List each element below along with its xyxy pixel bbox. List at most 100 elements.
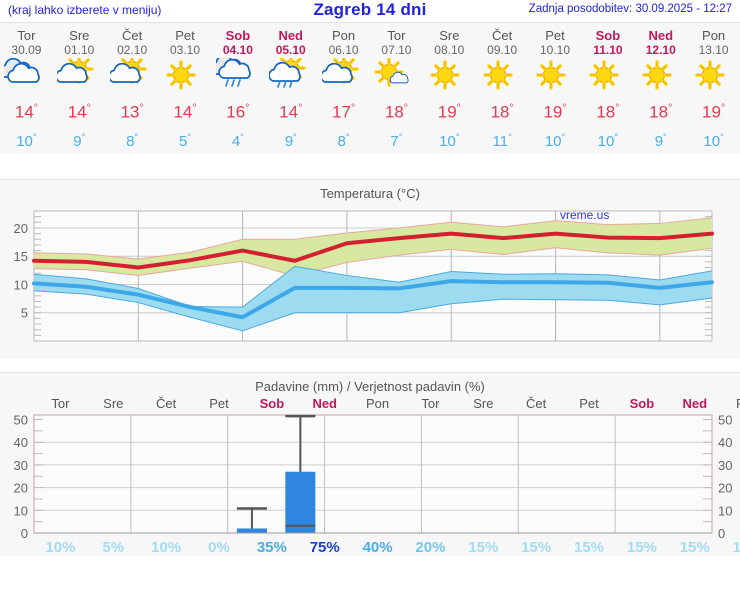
svg-text:0: 0 bbox=[21, 526, 28, 541]
day-date: 12.10 bbox=[645, 43, 676, 57]
header-divider bbox=[0, 22, 740, 23]
max-temperature: 17° bbox=[332, 102, 356, 122]
min-temperature: 10° bbox=[439, 131, 460, 150]
precipitation-day-label: Tor bbox=[51, 395, 70, 411]
svg-text:10: 10 bbox=[14, 277, 28, 292]
menu-hint-text: (kraj lahko izberete v meniju) bbox=[8, 3, 162, 17]
precipitation-probability: 15% bbox=[574, 538, 605, 556]
svg-text:30: 30 bbox=[718, 458, 732, 473]
day-column[interactable]: Sre 08.10 19° 10° bbox=[423, 23, 476, 153]
min-temperature: 10° bbox=[16, 131, 37, 150]
precipitation-probability: 15% bbox=[679, 538, 710, 556]
sunny-icon bbox=[476, 57, 529, 95]
min-temperature: 10° bbox=[597, 131, 619, 150]
day-date: 05.10 bbox=[275, 43, 306, 57]
partly-sunny-icon bbox=[53, 57, 106, 95]
precipitation-day-label: Sre bbox=[473, 395, 494, 411]
svg-text:20: 20 bbox=[14, 480, 28, 495]
day-column[interactable]: Tor 30.09 14° 10° bbox=[0, 23, 53, 153]
day-name: Čet bbox=[122, 28, 143, 43]
precipitation-probability: 35% bbox=[256, 538, 287, 556]
sunny-icon bbox=[529, 57, 582, 95]
day-column[interactable]: Sob 11.10 18° 10° bbox=[581, 23, 634, 153]
temperature-chart-panel: Temperatura (°C) 5 10 15 20 vreme.us bbox=[0, 179, 740, 358]
svg-text:10: 10 bbox=[14, 503, 28, 518]
precipitation-svg: 0 0 10 10 20 20 30 30 40 40 50 50 bbox=[0, 410, 740, 556]
precipitation-day-label: Ned bbox=[682, 395, 708, 411]
svg-text:20: 20 bbox=[718, 480, 732, 495]
precipitation-probability: 0% bbox=[208, 538, 230, 556]
precipitation-day-label: Čet bbox=[526, 395, 547, 411]
day-date: 07.10 bbox=[381, 43, 412, 57]
day-column[interactable]: Tor 07.10 18° 7° bbox=[370, 23, 423, 153]
day-date: 01.10 bbox=[64, 43, 95, 57]
day-name: Tor bbox=[17, 28, 36, 43]
day-column[interactable]: Ned 12.10 18° 9° bbox=[634, 23, 687, 153]
temperature-svg: 5 10 15 20 bbox=[0, 202, 740, 358]
max-temperature: 14° bbox=[67, 102, 91, 122]
temperature-chart-title: Temperatura (°C) bbox=[320, 185, 420, 201]
daily-forecast-strip: Tor 30.09 14° 10° Sre 01.10 14° 9° Čet 02.10 13° 8°… bbox=[0, 23, 740, 153]
section-gap-2 bbox=[0, 357, 740, 372]
day-column[interactable]: Pet 03.10 14° 5° bbox=[159, 23, 212, 153]
day-column[interactable]: Čet 09.10 18° 11° bbox=[476, 23, 529, 153]
max-temperature: 14° bbox=[173, 102, 197, 122]
day-columns: Tor 30.09 14° 10° Sre 01.10 14° 9° Čet 02.10 13° 8°… bbox=[0, 23, 740, 153]
day-column[interactable]: Pet 10.10 19° 10° bbox=[529, 23, 582, 153]
day-date: 30.09 bbox=[11, 43, 42, 57]
svg-text:50: 50 bbox=[14, 412, 28, 427]
svg-text:20: 20 bbox=[14, 221, 28, 236]
cloudy-icon bbox=[0, 57, 53, 95]
day-column[interactable]: Ned 05.10 14° 9° bbox=[264, 23, 317, 153]
day-date: 09.10 bbox=[487, 43, 518, 57]
rain-icon bbox=[211, 57, 264, 95]
svg-text:10: 10 bbox=[718, 503, 732, 518]
precipitation-day-label: Ned bbox=[312, 395, 337, 411]
day-date: 13.10 bbox=[698, 43, 729, 57]
day-name: Sre bbox=[439, 28, 460, 43]
day-name: Pon bbox=[702, 28, 726, 43]
precipitation-day-label: Pon bbox=[721, 396, 740, 411]
precipitation-day-labels: Tor Sre Čet Pet Sob Ned Pon Tor Sre Čet Pet Sob Ned P… bbox=[0, 396, 740, 411]
partly-sunny-icon bbox=[106, 57, 159, 95]
day-name: Čet bbox=[492, 28, 513, 43]
sun-rain-icon bbox=[264, 57, 317, 95]
day-column[interactable]: Pon 06.10 17° 8° bbox=[317, 23, 370, 153]
precipitation-day-label: Sre bbox=[103, 395, 124, 411]
day-column[interactable]: Sre 01.10 14° 9° bbox=[53, 23, 106, 153]
sun-small-cloud-icon bbox=[370, 57, 423, 95]
day-column[interactable]: Pon 13.10 19° 10° bbox=[687, 23, 740, 153]
precipitation-probability: 15% bbox=[626, 538, 657, 556]
max-temperature: 14° bbox=[14, 102, 38, 122]
precipitation-probability: 10% bbox=[151, 538, 182, 556]
max-temperature: 16° bbox=[226, 102, 250, 122]
precipitation-chart-title: Padavine (mm) / Verjetnost padavin (%) bbox=[255, 378, 485, 394]
sunny-icon bbox=[159, 57, 212, 95]
svg-text:5: 5 bbox=[21, 305, 28, 320]
temperature-section-divider bbox=[0, 178, 740, 180]
precipitation-probability: 15% bbox=[521, 538, 552, 556]
svg-text:15: 15 bbox=[14, 249, 28, 264]
precipitation-day-label: Pon bbox=[366, 395, 390, 411]
max-temperature: 13° bbox=[120, 102, 144, 122]
day-column[interactable]: Sob 04.10 16° 4° bbox=[211, 23, 264, 153]
precipitation-probability: 40% bbox=[362, 538, 393, 556]
svg-text:50: 50 bbox=[718, 412, 732, 427]
precipitation-day-label: Čet bbox=[156, 395, 177, 411]
min-temperature: 5° bbox=[178, 131, 192, 150]
min-temperature: 9° bbox=[284, 131, 297, 150]
precipitation-plot: 0 0 10 10 20 20 30 30 40 40 50 50 10% 5% 10% 0% 35% 75% 4… bbox=[0, 410, 740, 556]
day-date: 06.10 bbox=[328, 43, 359, 57]
day-name: Tor bbox=[387, 28, 406, 43]
svg-text:30: 30 bbox=[14, 458, 28, 473]
day-column[interactable]: Čet 02.10 13° 8° bbox=[106, 23, 159, 153]
sunny-icon bbox=[581, 57, 634, 95]
max-temperature: 18° bbox=[490, 102, 514, 122]
day-date: 04.10 bbox=[222, 43, 253, 57]
precipitation-day-label: Sob bbox=[629, 395, 655, 411]
day-name: Pet bbox=[175, 28, 195, 43]
sunny-icon bbox=[423, 57, 476, 95]
day-name: Ned bbox=[648, 28, 674, 43]
sunny-icon bbox=[687, 57, 740, 95]
